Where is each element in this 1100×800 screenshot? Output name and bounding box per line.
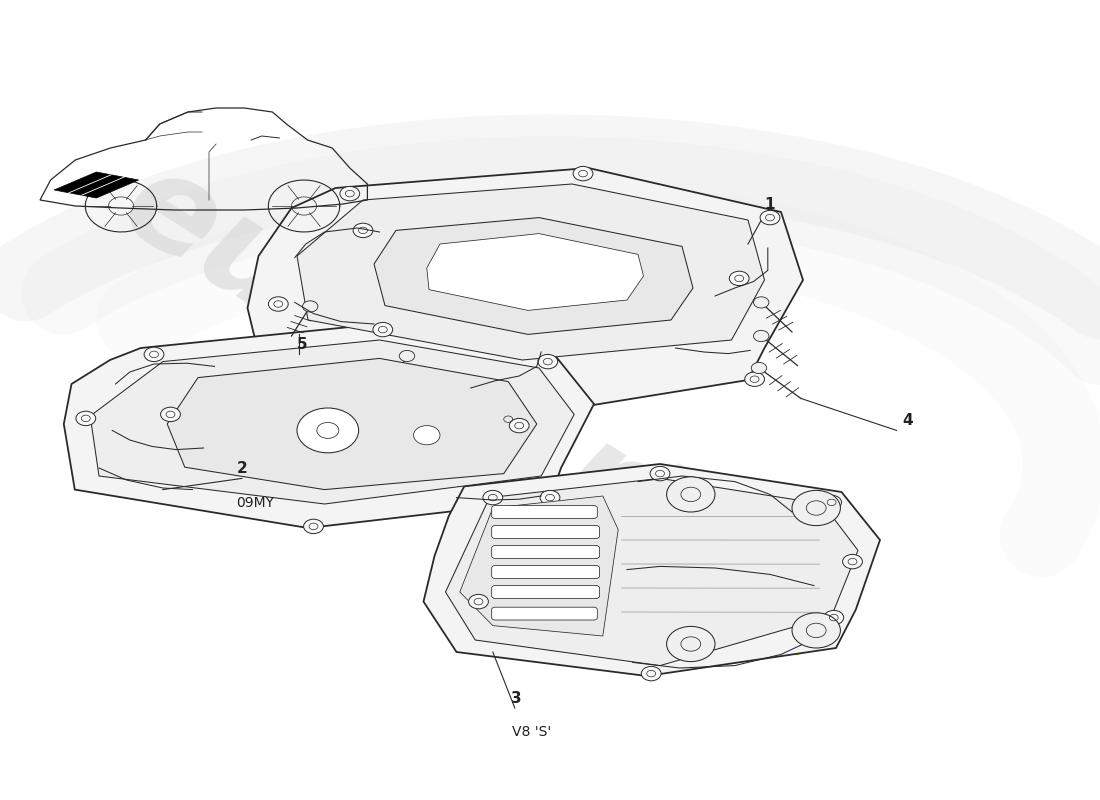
Circle shape: [760, 210, 780, 225]
Text: 1: 1: [764, 197, 776, 212]
Circle shape: [161, 407, 180, 422]
Circle shape: [76, 411, 96, 426]
Circle shape: [304, 519, 323, 534]
Polygon shape: [167, 358, 537, 490]
FancyBboxPatch shape: [492, 586, 600, 598]
Circle shape: [824, 610, 844, 625]
Circle shape: [399, 350, 415, 362]
Circle shape: [667, 477, 715, 512]
FancyBboxPatch shape: [492, 566, 600, 578]
FancyBboxPatch shape: [492, 506, 597, 518]
Circle shape: [754, 297, 769, 308]
Circle shape: [483, 490, 503, 505]
Polygon shape: [64, 324, 594, 528]
Text: 4: 4: [902, 413, 913, 428]
Circle shape: [302, 301, 318, 312]
Circle shape: [340, 186, 360, 201]
Polygon shape: [460, 496, 618, 636]
Polygon shape: [54, 172, 139, 198]
Circle shape: [509, 418, 529, 433]
Polygon shape: [424, 464, 880, 676]
Circle shape: [729, 271, 749, 286]
Circle shape: [498, 412, 518, 426]
Circle shape: [792, 490, 840, 526]
FancyBboxPatch shape: [492, 546, 600, 558]
Circle shape: [297, 408, 359, 453]
Text: 5: 5: [297, 337, 308, 352]
Polygon shape: [248, 168, 803, 420]
Circle shape: [538, 354, 558, 369]
Polygon shape: [374, 218, 693, 334]
Text: a passion for parts since 1985: a passion for parts since 1985: [512, 466, 808, 662]
Circle shape: [268, 297, 288, 311]
Circle shape: [144, 347, 164, 362]
Polygon shape: [427, 234, 644, 310]
FancyBboxPatch shape: [492, 526, 600, 538]
Polygon shape: [90, 340, 574, 504]
Circle shape: [650, 466, 670, 481]
Circle shape: [573, 166, 593, 181]
FancyBboxPatch shape: [492, 607, 597, 620]
Polygon shape: [297, 184, 764, 360]
Circle shape: [754, 330, 769, 342]
Text: euroParts: euroParts: [100, 138, 780, 630]
Circle shape: [353, 223, 373, 238]
Text: 09MY: 09MY: [236, 495, 275, 510]
Circle shape: [540, 490, 560, 505]
Circle shape: [667, 626, 715, 662]
Circle shape: [751, 362, 767, 374]
Circle shape: [641, 666, 661, 681]
Circle shape: [745, 372, 764, 386]
Text: V8 'S': V8 'S': [512, 725, 551, 739]
Circle shape: [469, 594, 488, 609]
Circle shape: [373, 322, 393, 337]
Circle shape: [414, 426, 440, 445]
Circle shape: [792, 613, 840, 648]
Polygon shape: [446, 478, 858, 666]
Circle shape: [843, 554, 862, 569]
Circle shape: [822, 495, 842, 510]
Text: 2: 2: [236, 461, 248, 476]
Text: 3: 3: [512, 690, 522, 706]
